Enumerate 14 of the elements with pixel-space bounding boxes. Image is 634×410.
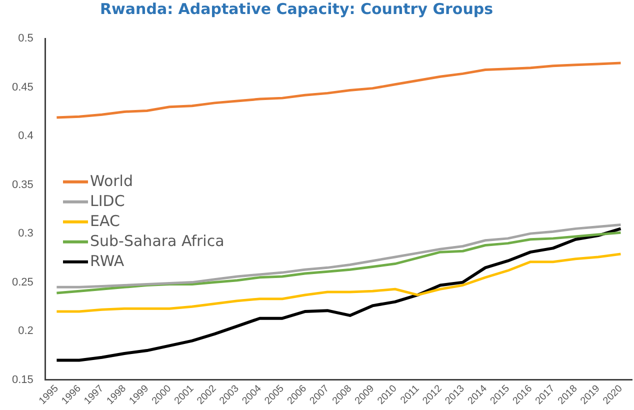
y-tick-label: 0.45: [12, 81, 34, 94]
y-tick-label: 0.2: [18, 325, 34, 338]
legend-label: LIDC: [90, 192, 125, 210]
legend-label: Sub-Sahara Africa: [90, 232, 224, 250]
legend-label: World: [90, 172, 134, 190]
y-tick-label: 0.25: [12, 276, 34, 288]
y-tick-label: 0.15: [12, 374, 34, 386]
y-tick-label: 0.35: [12, 178, 34, 191]
y-tick-label: 0.5: [18, 32, 34, 45]
legend-label: RWA: [90, 252, 125, 270]
legend-label: EAC: [90, 212, 120, 230]
y-tick-label: 0.3: [18, 228, 34, 240]
chart-title: Rwanda: Adaptative Capacity: Country Groups: [100, 0, 494, 18]
y-tick-label: 0.4: [18, 130, 34, 142]
